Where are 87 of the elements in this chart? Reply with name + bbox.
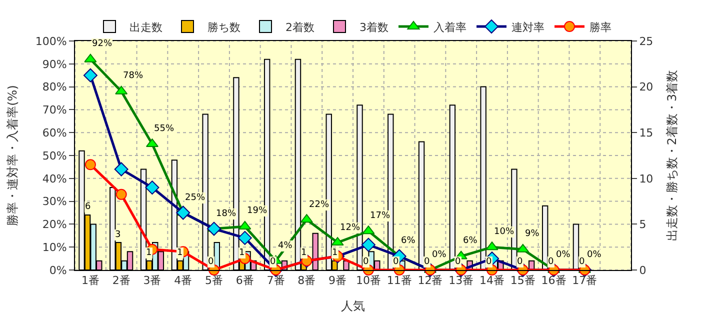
point bbox=[116, 188, 127, 200]
x-tick-label: 17番 bbox=[572, 274, 598, 288]
data-label: 0 bbox=[486, 257, 492, 267]
x-tick-label: 6番 bbox=[236, 274, 254, 288]
x-tick-label: 15番 bbox=[510, 274, 536, 288]
legend-label: 連対率 bbox=[512, 20, 544, 34]
x-tick-label: 12番 bbox=[418, 274, 443, 288]
x-tick-label: 3番 bbox=[143, 274, 162, 288]
y2-tick-label: 0 bbox=[639, 264, 646, 277]
y-tick-label: 30% bbox=[42, 195, 67, 208]
data-label: 0% bbox=[556, 250, 571, 260]
data-label: 10% bbox=[494, 227, 514, 237]
data-label: 0 bbox=[517, 257, 523, 267]
legend-label: 勝率 bbox=[590, 20, 612, 34]
y-tick-label: 40% bbox=[42, 172, 67, 186]
y2-tick-label: 25 bbox=[639, 34, 654, 48]
y2-tick-label: 10 bbox=[639, 172, 654, 186]
data-label: 22% bbox=[309, 200, 330, 210]
data-label: 6 bbox=[85, 202, 91, 212]
point bbox=[176, 206, 190, 220]
y-tick-label: 100% bbox=[35, 34, 67, 48]
x-tick-label: 8番 bbox=[298, 274, 316, 288]
x-tick-label: 9番 bbox=[328, 274, 347, 288]
x-tick-label: 2番 bbox=[112, 274, 130, 288]
x-tick-label: 5番 bbox=[205, 274, 223, 288]
legend-label: 入着率 bbox=[434, 20, 466, 34]
x-tick-label: 13番 bbox=[448, 274, 474, 288]
x-tick-label: 7番 bbox=[266, 274, 285, 288]
x-tick-label: 1番 bbox=[81, 274, 100, 288]
y2-tick-label: 5 bbox=[639, 218, 646, 232]
data-label: 78% bbox=[123, 71, 144, 81]
x-tick-label: 16番 bbox=[541, 274, 566, 288]
point bbox=[145, 180, 160, 195]
data-label: 92% bbox=[92, 39, 112, 49]
data-label: 0 bbox=[270, 257, 276, 267]
x-tick-label: 14番 bbox=[480, 274, 504, 288]
data-label: 1 bbox=[177, 248, 183, 258]
data-label: 17% bbox=[370, 211, 390, 221]
data-label: 9% bbox=[525, 229, 540, 239]
x-tick-label: 4番 bbox=[174, 274, 192, 288]
data-label: 6% bbox=[463, 236, 478, 246]
data-label: 0 bbox=[363, 257, 369, 267]
legend-label: 出走数 bbox=[130, 20, 162, 34]
data-label: 1 bbox=[332, 248, 338, 258]
y-tick-label: 70% bbox=[42, 104, 67, 117]
data-label: 0 bbox=[424, 257, 430, 267]
point bbox=[84, 159, 96, 170]
point bbox=[83, 68, 98, 82]
data-label: 6% bbox=[401, 236, 416, 246]
y-tick-label: 20% bbox=[42, 218, 67, 232]
data-label: 0% bbox=[432, 250, 447, 260]
data-label: 1 bbox=[146, 248, 152, 258]
point bbox=[361, 238, 376, 252]
data-label: 19% bbox=[247, 206, 268, 216]
data-label: 18% bbox=[216, 209, 236, 219]
data-label: 0 bbox=[455, 257, 461, 267]
data-label: 25% bbox=[185, 193, 206, 203]
data-label: 3 bbox=[115, 230, 121, 240]
y-tick-label: 80% bbox=[42, 80, 67, 94]
data-label: 1 bbox=[239, 248, 245, 258]
y2-tick-label: 20 bbox=[639, 80, 654, 94]
y-tick-label: 0% bbox=[49, 264, 67, 277]
data-label: 55% bbox=[154, 124, 174, 134]
x-tick-label: 11番 bbox=[386, 274, 412, 288]
data-label: 0 bbox=[579, 257, 585, 267]
data-label: 0 bbox=[393, 257, 399, 267]
y-tick-label: 90% bbox=[42, 58, 67, 71]
data-label: 0% bbox=[587, 250, 602, 260]
legend-label: 3着数 bbox=[360, 20, 388, 34]
legend-label: 勝ち数 bbox=[208, 20, 240, 34]
point bbox=[207, 222, 221, 236]
y2-axis-title: 出走数・勝ち数・2着数・3着数 bbox=[665, 70, 680, 242]
y-tick-label: 50% bbox=[42, 149, 67, 162]
x-tick-label: 10番 bbox=[356, 274, 381, 288]
y-tick-label: 10% bbox=[42, 240, 67, 254]
x-axis-title: 人気 bbox=[341, 299, 365, 314]
y2-tick-label: 15 bbox=[639, 126, 654, 140]
point bbox=[238, 230, 252, 245]
data-label: 0 bbox=[548, 257, 554, 267]
data-label: 12% bbox=[340, 223, 360, 233]
data-label: 1 bbox=[301, 248, 307, 258]
data-label: 4% bbox=[278, 241, 293, 251]
y-axis-title: 勝率・連対率・入着率(%) bbox=[6, 85, 20, 226]
point bbox=[114, 162, 128, 176]
legend-label: 2着数 bbox=[286, 20, 314, 34]
y-tick-label: 60% bbox=[42, 126, 67, 140]
data-label: 0 bbox=[208, 257, 214, 267]
